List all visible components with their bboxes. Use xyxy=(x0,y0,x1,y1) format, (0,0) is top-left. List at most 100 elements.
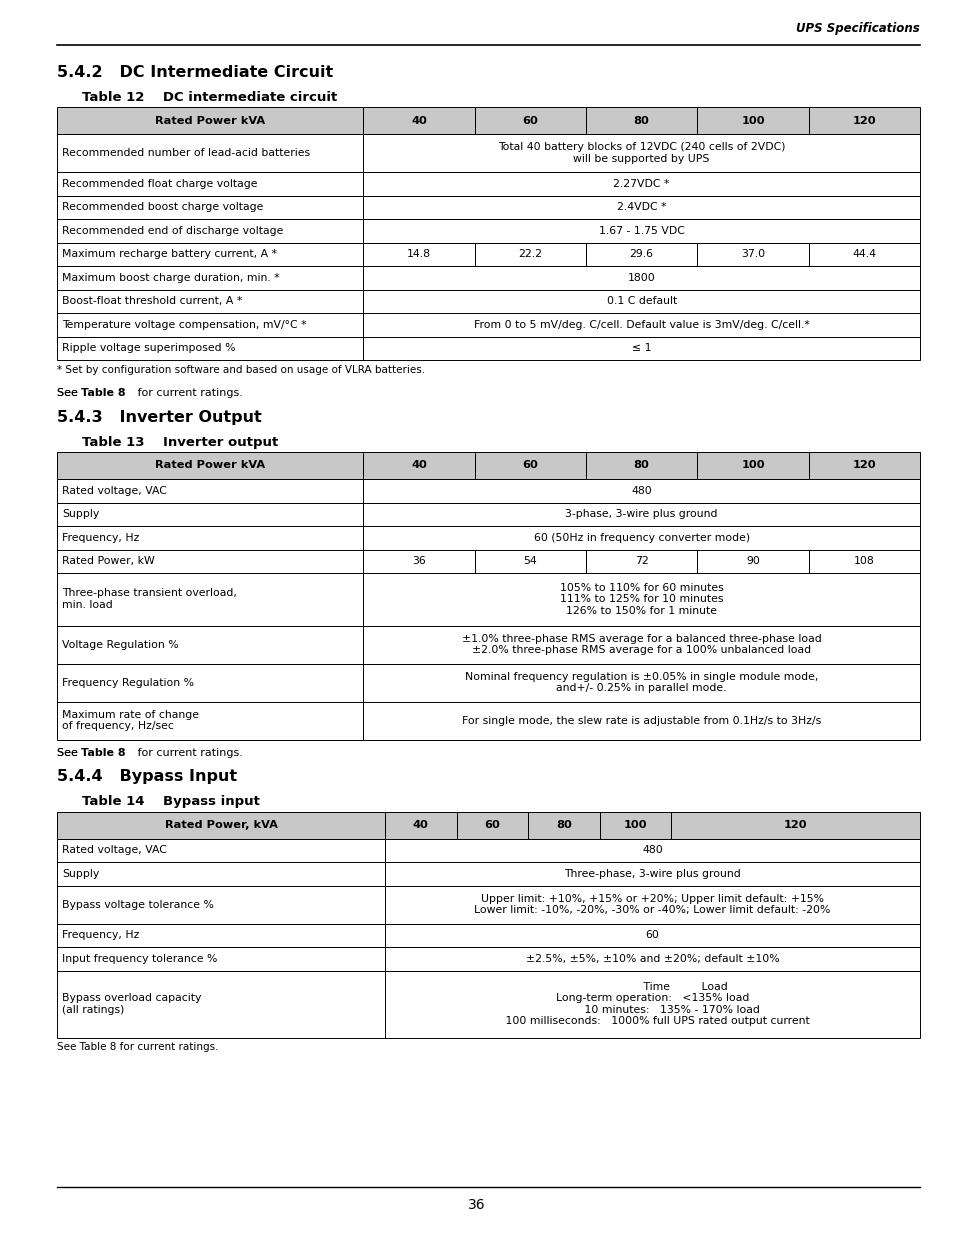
Text: 1.67 - 1.75 VDC: 1.67 - 1.75 VDC xyxy=(598,226,684,236)
Bar xyxy=(363,107,475,135)
Text: Table 13    Inverter output: Table 13 Inverter output xyxy=(82,436,278,450)
Bar xyxy=(57,452,363,479)
Text: 44.4: 44.4 xyxy=(851,249,876,259)
Bar xyxy=(57,885,385,924)
Bar xyxy=(57,172,363,195)
Bar xyxy=(57,479,363,503)
Text: 36: 36 xyxy=(412,556,425,567)
Bar xyxy=(57,839,385,862)
Text: 0.1 C default: 0.1 C default xyxy=(606,296,676,306)
Text: for current ratings.: for current ratings. xyxy=(133,388,243,398)
Text: 60: 60 xyxy=(522,461,537,471)
Text: Temperature voltage compensation, mV/°C *: Temperature voltage compensation, mV/°C … xyxy=(62,320,306,330)
Text: 120: 120 xyxy=(852,116,875,126)
Bar xyxy=(475,550,585,573)
Bar xyxy=(528,811,599,839)
Bar xyxy=(363,242,475,266)
Bar xyxy=(57,924,385,947)
Text: See: See xyxy=(57,747,81,757)
Text: 120: 120 xyxy=(852,461,875,471)
Bar xyxy=(385,811,456,839)
Bar xyxy=(363,289,919,312)
Bar xyxy=(57,701,363,740)
Text: Voltage Regulation %: Voltage Regulation % xyxy=(62,640,178,650)
Text: ≤ 1: ≤ 1 xyxy=(631,343,651,353)
Bar xyxy=(57,135,363,172)
Text: 100: 100 xyxy=(740,116,764,126)
Text: Time         Load
Long-term operation:   <135% load
           10 minutes:   135: Time Load Long-term operation: <135% loa… xyxy=(495,982,809,1026)
Text: Recommended number of lead-acid batteries: Recommended number of lead-acid batterie… xyxy=(62,148,310,158)
Bar xyxy=(808,107,919,135)
Text: Table 8: Table 8 xyxy=(81,388,126,398)
Bar xyxy=(363,625,919,663)
Text: Recommended float charge voltage: Recommended float charge voltage xyxy=(62,179,257,189)
Text: 14.8: 14.8 xyxy=(407,249,431,259)
Text: 40: 40 xyxy=(411,461,427,471)
Text: Recommended boost charge voltage: Recommended boost charge voltage xyxy=(62,203,263,212)
Bar xyxy=(363,479,919,503)
Text: Frequency, Hz: Frequency, Hz xyxy=(62,930,139,940)
Text: 72: 72 xyxy=(634,556,648,567)
Text: Supply: Supply xyxy=(62,868,99,879)
Text: Frequency Regulation %: Frequency Regulation % xyxy=(62,678,193,688)
Text: From 0 to 5 mV/deg. C/cell. Default value is 3mV/deg. C/cell.*: From 0 to 5 mV/deg. C/cell. Default valu… xyxy=(474,320,809,330)
Text: Rated voltage, VAC: Rated voltage, VAC xyxy=(62,485,167,495)
Text: See                 for current ratings.: See for current ratings. xyxy=(57,388,356,398)
Bar xyxy=(385,924,919,947)
Text: * Set by configuration software and based on usage of VLRA batteries.: * Set by configuration software and base… xyxy=(57,366,425,375)
Bar xyxy=(585,452,697,479)
Text: Recommended end of discharge voltage: Recommended end of discharge voltage xyxy=(62,226,283,236)
Text: Boost-float threshold current, A *: Boost-float threshold current, A * xyxy=(62,296,242,306)
Text: 37.0: 37.0 xyxy=(740,249,764,259)
Text: Frequency, Hz: Frequency, Hz xyxy=(62,532,139,542)
Bar xyxy=(363,701,919,740)
Bar xyxy=(363,195,919,219)
Text: 80: 80 xyxy=(633,461,649,471)
Text: See Table 8 for current ratings.: See Table 8 for current ratings. xyxy=(57,1042,218,1052)
Text: 480: 480 xyxy=(641,845,662,856)
Bar xyxy=(57,503,363,526)
Text: Rated Power, kVA: Rated Power, kVA xyxy=(164,820,277,830)
Text: 100: 100 xyxy=(623,820,647,830)
Bar xyxy=(697,107,808,135)
Bar xyxy=(385,947,919,971)
Bar xyxy=(363,219,919,242)
Text: For single mode, the slew rate is adjustable from 0.1Hz/s to 3Hz/s: For single mode, the slew rate is adjust… xyxy=(461,715,821,725)
Bar xyxy=(57,289,363,312)
Text: Table 14    Bypass input: Table 14 Bypass input xyxy=(82,795,259,809)
Text: Three-phase transient overload,
min. load: Three-phase transient overload, min. loa… xyxy=(62,588,236,610)
Text: 60: 60 xyxy=(484,820,499,830)
Bar xyxy=(57,625,363,663)
Bar xyxy=(475,107,585,135)
Text: Rated Power kVA: Rated Power kVA xyxy=(155,116,265,126)
Bar xyxy=(808,242,919,266)
Bar xyxy=(385,885,919,924)
Bar xyxy=(475,242,585,266)
Text: 5.4.4   Bypass Input: 5.4.4 Bypass Input xyxy=(57,769,237,784)
Bar xyxy=(57,312,363,336)
Text: 80: 80 xyxy=(556,820,572,830)
Text: 3-phase, 3-wire plus ground: 3-phase, 3-wire plus ground xyxy=(565,509,718,519)
Bar xyxy=(57,526,363,550)
Bar xyxy=(671,811,919,839)
Text: 120: 120 xyxy=(783,820,806,830)
Text: Input frequency tolerance %: Input frequency tolerance % xyxy=(62,953,217,963)
Text: Table 8: Table 8 xyxy=(81,747,126,757)
Bar xyxy=(585,107,697,135)
Bar xyxy=(697,550,808,573)
Text: 108: 108 xyxy=(853,556,874,567)
Text: Nominal frequency regulation is ±0.05% in single module mode,
and+/- 0.25% in pa: Nominal frequency regulation is ±0.05% i… xyxy=(464,672,818,693)
Text: Bypass voltage tolerance %: Bypass voltage tolerance % xyxy=(62,899,213,909)
Bar xyxy=(599,811,671,839)
Bar xyxy=(585,550,697,573)
Bar xyxy=(363,336,919,359)
Bar xyxy=(57,550,363,573)
Text: Supply: Supply xyxy=(62,509,99,519)
Bar xyxy=(363,663,919,701)
Text: See: See xyxy=(57,388,81,398)
Bar xyxy=(363,452,475,479)
Bar xyxy=(363,266,919,289)
Text: 90: 90 xyxy=(745,556,760,567)
Text: See: See xyxy=(57,747,81,757)
Text: Rated Power kVA: Rated Power kVA xyxy=(155,461,265,471)
